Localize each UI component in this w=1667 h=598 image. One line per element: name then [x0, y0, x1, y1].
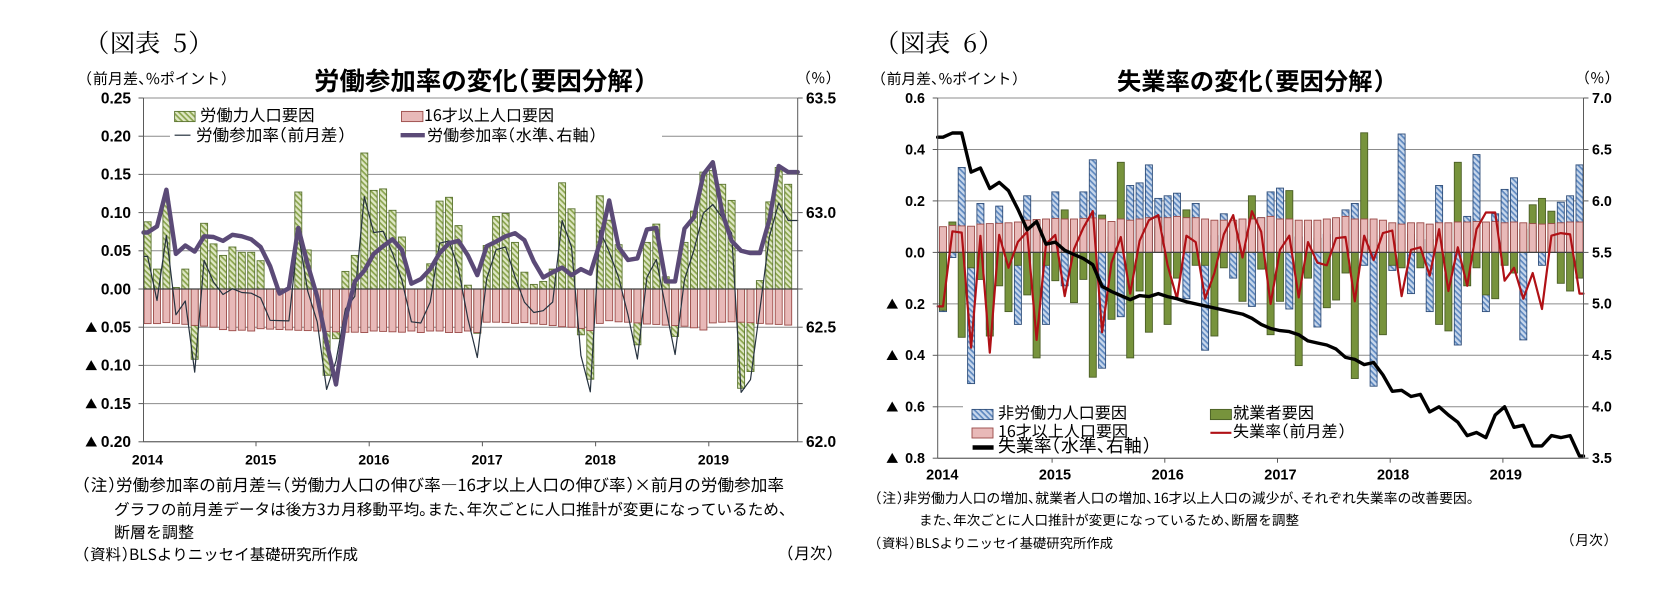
- svg-text:2017: 2017: [472, 452, 503, 468]
- svg-text:0.20: 0.20: [101, 434, 131, 451]
- svg-text:5.5: 5.5: [1592, 245, 1612, 261]
- svg-text:6.0: 6.0: [1592, 194, 1612, 210]
- svg-text:6.5: 6.5: [1592, 142, 1612, 158]
- svg-text:4.0: 4.0: [1592, 400, 1612, 416]
- svg-text:0.2: 0.2: [905, 297, 925, 313]
- svg-text:0.00: 0.00: [101, 281, 131, 298]
- svg-text:0.8: 0.8: [905, 451, 925, 467]
- svg-text:2014: 2014: [926, 468, 958, 484]
- svg-text:0.6: 0.6: [905, 91, 925, 107]
- svg-text:0.4: 0.4: [905, 142, 925, 158]
- svg-text:0.0: 0.0: [905, 245, 925, 261]
- svg-text:2018: 2018: [585, 452, 616, 468]
- svg-text:3.5: 3.5: [1592, 451, 1612, 467]
- svg-text:0.25: 0.25: [101, 90, 132, 107]
- svg-text:0.05: 0.05: [101, 243, 132, 260]
- svg-text:2014: 2014: [132, 452, 163, 468]
- svg-text:0.2: 0.2: [905, 194, 925, 210]
- svg-text:2016: 2016: [1152, 468, 1184, 484]
- svg-text:0.4: 0.4: [905, 348, 925, 364]
- svg-text:7.0: 7.0: [1592, 91, 1612, 107]
- svg-text:0.20: 0.20: [101, 129, 131, 146]
- svg-text:0.10: 0.10: [101, 205, 131, 222]
- svg-text:5.0: 5.0: [1592, 297, 1612, 313]
- svg-text:0.6: 0.6: [905, 400, 925, 416]
- svg-text:0.10: 0.10: [101, 358, 131, 375]
- svg-text:2019: 2019: [698, 452, 729, 468]
- svg-text:2019: 2019: [1490, 468, 1522, 484]
- svg-text:62.5: 62.5: [806, 320, 837, 337]
- svg-text:62.0: 62.0: [806, 434, 836, 451]
- svg-text:2016: 2016: [358, 452, 389, 468]
- svg-text:2018: 2018: [1377, 468, 1409, 484]
- svg-text:63.0: 63.0: [806, 205, 836, 222]
- svg-text:2015: 2015: [1039, 468, 1071, 484]
- svg-text:0.05: 0.05: [101, 320, 132, 337]
- svg-text:63.5: 63.5: [806, 90, 837, 107]
- svg-text:2017: 2017: [1264, 468, 1296, 484]
- svg-text:0.15: 0.15: [101, 396, 132, 413]
- svg-text:2015: 2015: [245, 452, 276, 468]
- svg-text:4.5: 4.5: [1592, 348, 1612, 364]
- svg-text:0.15: 0.15: [101, 167, 132, 184]
